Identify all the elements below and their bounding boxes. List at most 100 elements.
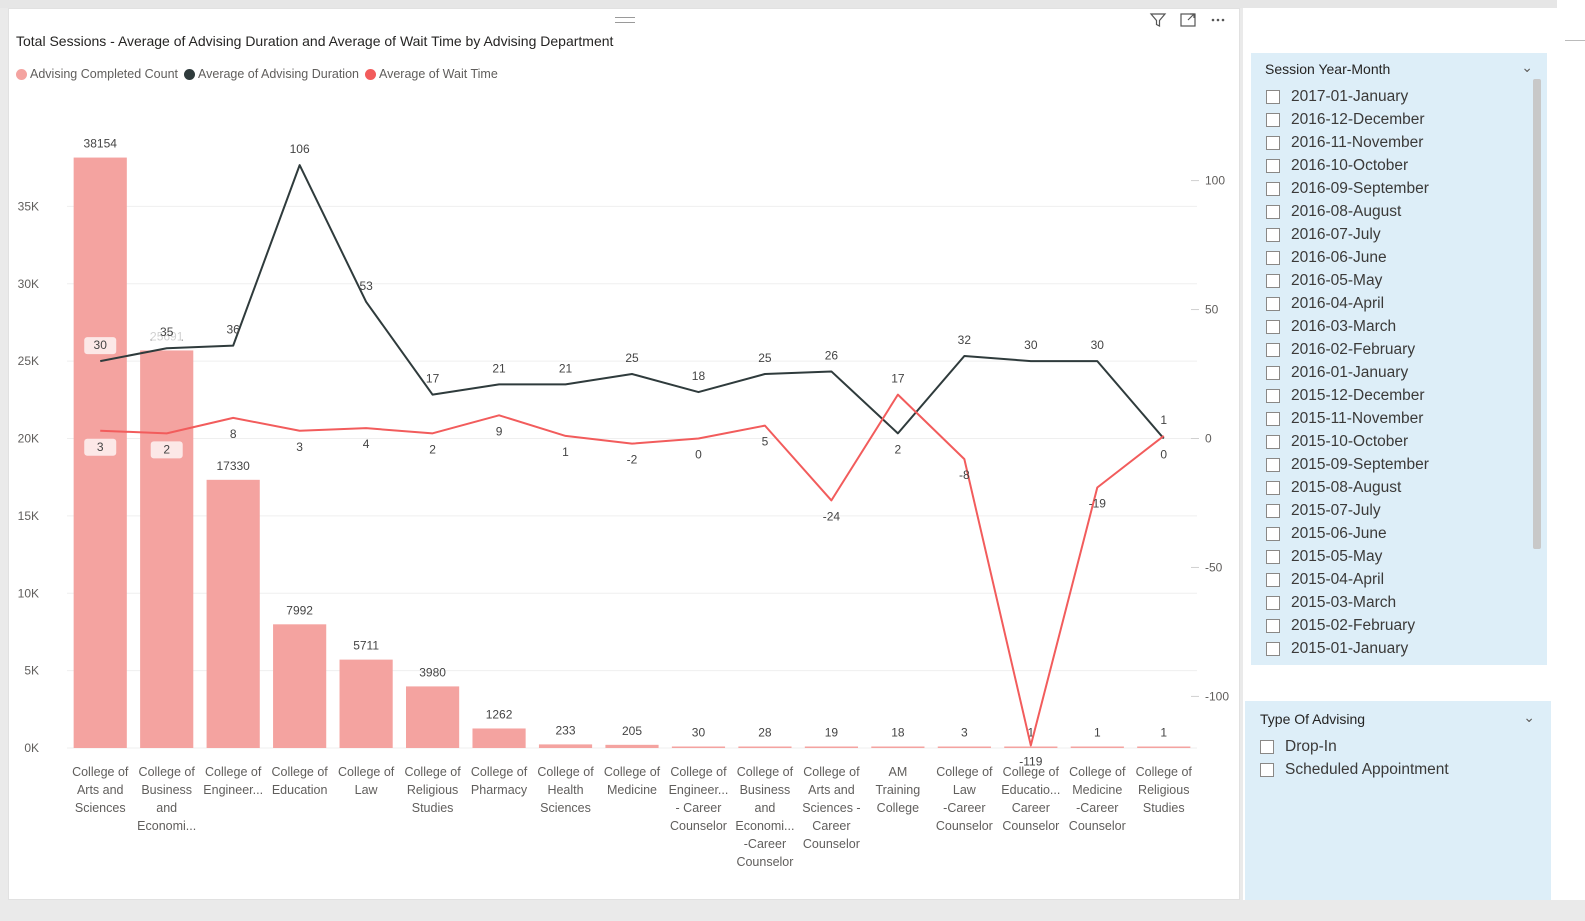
- month-item[interactable]: 2015-05-May: [1266, 545, 1429, 568]
- checkbox[interactable]: [1266, 319, 1280, 334]
- combo-chart-visual[interactable]: Total Sessions - Average of Advising Dur…: [8, 8, 1240, 900]
- month-item[interactable]: 2015-12-December: [1266, 384, 1429, 407]
- checkbox[interactable]: [1266, 135, 1280, 150]
- advising-type-item[interactable]: Drop-In: [1260, 735, 1449, 758]
- month-item[interactable]: 2016-01-January: [1266, 361, 1429, 384]
- month-item[interactable]: 2016-11-November: [1266, 131, 1429, 154]
- bar-advising-completed-count[interactable]: [472, 728, 526, 748]
- checkbox[interactable]: [1266, 434, 1280, 449]
- month-item[interactable]: 2015-04-April: [1266, 568, 1429, 591]
- month-item[interactable]: 2016-09-September: [1266, 177, 1429, 200]
- bar-advising-completed-count[interactable]: [406, 686, 460, 748]
- month-item[interactable]: 2016-08-August: [1266, 200, 1429, 223]
- drag-handle-icon[interactable]: [615, 17, 635, 23]
- bar-advising-completed-count[interactable]: [804, 746, 858, 749]
- bar-advising-completed-count[interactable]: [1070, 746, 1124, 749]
- bar-advising-completed-count[interactable]: [206, 479, 260, 748]
- month-item[interactable]: 2016-10-October: [1266, 154, 1429, 177]
- legend-item-count[interactable]: Advising Completed Count: [16, 67, 178, 81]
- checkbox[interactable]: [1266, 503, 1280, 518]
- month-item[interactable]: 2016-06-June: [1266, 246, 1429, 269]
- bar-advising-completed-count[interactable]: [273, 624, 327, 748]
- duration-data-label: 36: [226, 323, 240, 337]
- month-item[interactable]: 2015-11-November: [1266, 407, 1429, 430]
- checkbox[interactable]: [1266, 227, 1280, 242]
- month-item[interactable]: 2015-07-July: [1266, 499, 1429, 522]
- month-item[interactable]: 2016-03-March: [1266, 315, 1429, 338]
- chart-plot-area[interactable]: 0K5K10K15K20K25K30K35K-100-5005010038154…: [9, 9, 1239, 899]
- checkbox[interactable]: [1266, 273, 1280, 288]
- bar-advising-completed-count[interactable]: [937, 746, 991, 749]
- checkbox[interactable]: [1266, 572, 1280, 587]
- bar-advising-completed-count[interactable]: [738, 746, 792, 749]
- bar-advising-completed-count[interactable]: [538, 744, 593, 748]
- month-item[interactable]: 2015-01-January: [1266, 637, 1429, 660]
- month-item[interactable]: 2016-05-May: [1266, 269, 1429, 292]
- bar-advising-completed-count[interactable]: [671, 746, 726, 749]
- checkbox[interactable]: [1266, 595, 1280, 610]
- advising-type-item[interactable]: Scheduled Appointment: [1260, 758, 1449, 781]
- more-options-icon[interactable]: [1207, 11, 1229, 33]
- wait-time-data-label: 17: [891, 372, 905, 386]
- month-item[interactable]: 2015-08-August: [1266, 476, 1429, 499]
- checkbox[interactable]: [1260, 739, 1274, 754]
- bar-advising-completed-count[interactable]: [871, 746, 925, 749]
- scrollbar[interactable]: [1533, 79, 1541, 649]
- x-axis-category-label: Law: [953, 783, 977, 797]
- checkbox[interactable]: [1266, 365, 1280, 380]
- bar-advising-completed-count[interactable]: [1004, 746, 1058, 749]
- x-axis-category-label: Studies: [412, 801, 454, 815]
- checkbox[interactable]: [1266, 158, 1280, 173]
- bar-advising-completed-count[interactable]: [1137, 746, 1191, 749]
- checkbox[interactable]: [1266, 112, 1280, 127]
- month-item[interactable]: 2015-06-June: [1266, 522, 1429, 545]
- month-item-label: 2015-06-June: [1291, 524, 1387, 542]
- checkbox[interactable]: [1266, 342, 1280, 357]
- x-axis-category-label: College of: [404, 765, 461, 779]
- chevron-down-icon[interactable]: ⌄: [1521, 59, 1533, 75]
- legend-dot-wait: [364, 68, 376, 80]
- month-item[interactable]: 2015-03-March: [1266, 591, 1429, 614]
- bar-data-label: 18: [891, 726, 905, 740]
- month-item[interactable]: 2015-02-February: [1266, 614, 1429, 637]
- bar-advising-completed-count[interactable]: [339, 659, 393, 748]
- data-label-background: [84, 337, 117, 355]
- wait-time-data-label: 1: [1160, 413, 1167, 427]
- month-item[interactable]: 2015-10-October: [1266, 430, 1429, 453]
- checkbox[interactable]: [1266, 296, 1280, 311]
- scrollbar-thumb[interactable]: [1533, 79, 1541, 549]
- checkbox[interactable]: [1266, 388, 1280, 403]
- month-item[interactable]: 2016-12-December: [1266, 108, 1429, 131]
- legend-item-duration[interactable]: Average of Advising Duration: [184, 67, 359, 81]
- duration-data-label: 53: [359, 279, 373, 293]
- checkbox[interactable]: [1266, 181, 1280, 196]
- checkbox[interactable]: [1266, 526, 1280, 541]
- month-item[interactable]: 2015-09-September: [1266, 453, 1429, 476]
- checkbox[interactable]: [1266, 641, 1280, 656]
- x-axis-category-label: Economi...: [735, 819, 794, 833]
- month-item[interactable]: 2016-04-April: [1266, 292, 1429, 315]
- filter-icon[interactable]: [1147, 11, 1169, 33]
- checkbox[interactable]: [1266, 204, 1280, 219]
- checkbox[interactable]: [1260, 762, 1274, 777]
- checkbox[interactable]: [1266, 549, 1280, 564]
- line-average-advising-duration[interactable]: [100, 164, 1165, 440]
- legend-item-wait[interactable]: Average of Wait Time: [364, 67, 498, 81]
- bar-advising-completed-count[interactable]: [140, 350, 194, 748]
- x-axis-category-label: Sciences -: [802, 801, 860, 815]
- x-axis-category-label: College of: [471, 765, 528, 779]
- month-item[interactable]: 2017-01-January: [1266, 85, 1429, 108]
- checkbox[interactable]: [1266, 618, 1280, 633]
- checkbox[interactable]: [1266, 457, 1280, 472]
- checkbox[interactable]: [1266, 250, 1280, 265]
- checkbox[interactable]: [1266, 480, 1280, 495]
- chevron-down-icon[interactable]: ⌄: [1523, 709, 1535, 725]
- checkbox[interactable]: [1266, 411, 1280, 426]
- month-item[interactable]: 2016-02-February: [1266, 338, 1429, 361]
- focus-mode-icon[interactable]: [1177, 11, 1199, 33]
- legend-dot-duration: [184, 68, 195, 80]
- checkbox[interactable]: [1266, 89, 1280, 104]
- bar-advising-completed-count[interactable]: [605, 744, 659, 748]
- line-average-wait-time[interactable]: [100, 393, 1165, 747]
- month-item[interactable]: 2016-07-July: [1266, 223, 1429, 246]
